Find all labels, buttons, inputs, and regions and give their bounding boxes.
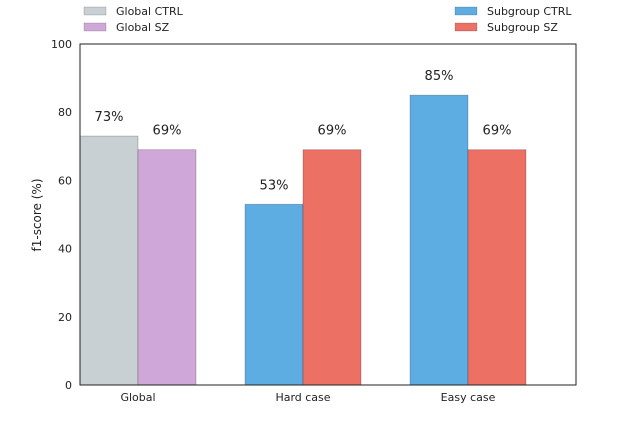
- y-axis-ticks: 0 20 40 60 80 100: [51, 38, 72, 392]
- legend-label: Subgroup SZ: [487, 21, 558, 34]
- y-tick-label: 80: [58, 106, 72, 119]
- data-label: 69%: [153, 124, 182, 139]
- x-axis-ticks: Global Hard case Easy case: [120, 391, 495, 404]
- bar-subgroup-sz-easy-case: [467, 149, 527, 386]
- data-label: 85%: [425, 69, 454, 84]
- x-tick-label: Hard case: [275, 391, 330, 404]
- legend-label: Subgroup CTRL: [487, 5, 572, 18]
- data-label: 53%: [260, 178, 289, 193]
- legend-swatch: [454, 6, 478, 16]
- bar-subgroup-sz-hard-case: [302, 149, 362, 386]
- y-tick-label: 100: [51, 38, 72, 51]
- legend-swatch: [83, 22, 107, 32]
- bar-subgroup-ctrl-hard-case: [244, 203, 304, 386]
- bar-global-ctrl-global: [79, 135, 139, 386]
- y-tick-label: 0: [65, 379, 72, 392]
- legend-swatch: [454, 22, 478, 32]
- y-tick-label: 20: [58, 311, 72, 324]
- bars: [79, 94, 527, 386]
- y-tick-label: 40: [58, 243, 72, 256]
- legend-label: Global SZ: [116, 21, 170, 34]
- legend: Global CTRL Global SZ Subgroup CTRL Subgrou…: [83, 5, 572, 34]
- legend-swatch: [83, 6, 107, 16]
- y-tick-label: 60: [58, 174, 72, 187]
- x-tick-label: Global: [120, 391, 155, 404]
- y-axis-label: f1-score (%): [30, 178, 44, 251]
- data-label: 69%: [318, 124, 347, 139]
- data-labels: 73% 69% 53% 69% 85% 69%: [95, 69, 512, 193]
- data-label: 73%: [95, 110, 124, 125]
- legend-label: Global CTRL: [116, 5, 184, 18]
- bar-global-sz-global: [137, 149, 197, 386]
- plot-frame: [79, 43, 577, 386]
- bar-subgroup-ctrl-easy-case: [409, 94, 469, 386]
- data-label: 69%: [483, 124, 512, 139]
- x-tick-label: Easy case: [441, 391, 496, 404]
